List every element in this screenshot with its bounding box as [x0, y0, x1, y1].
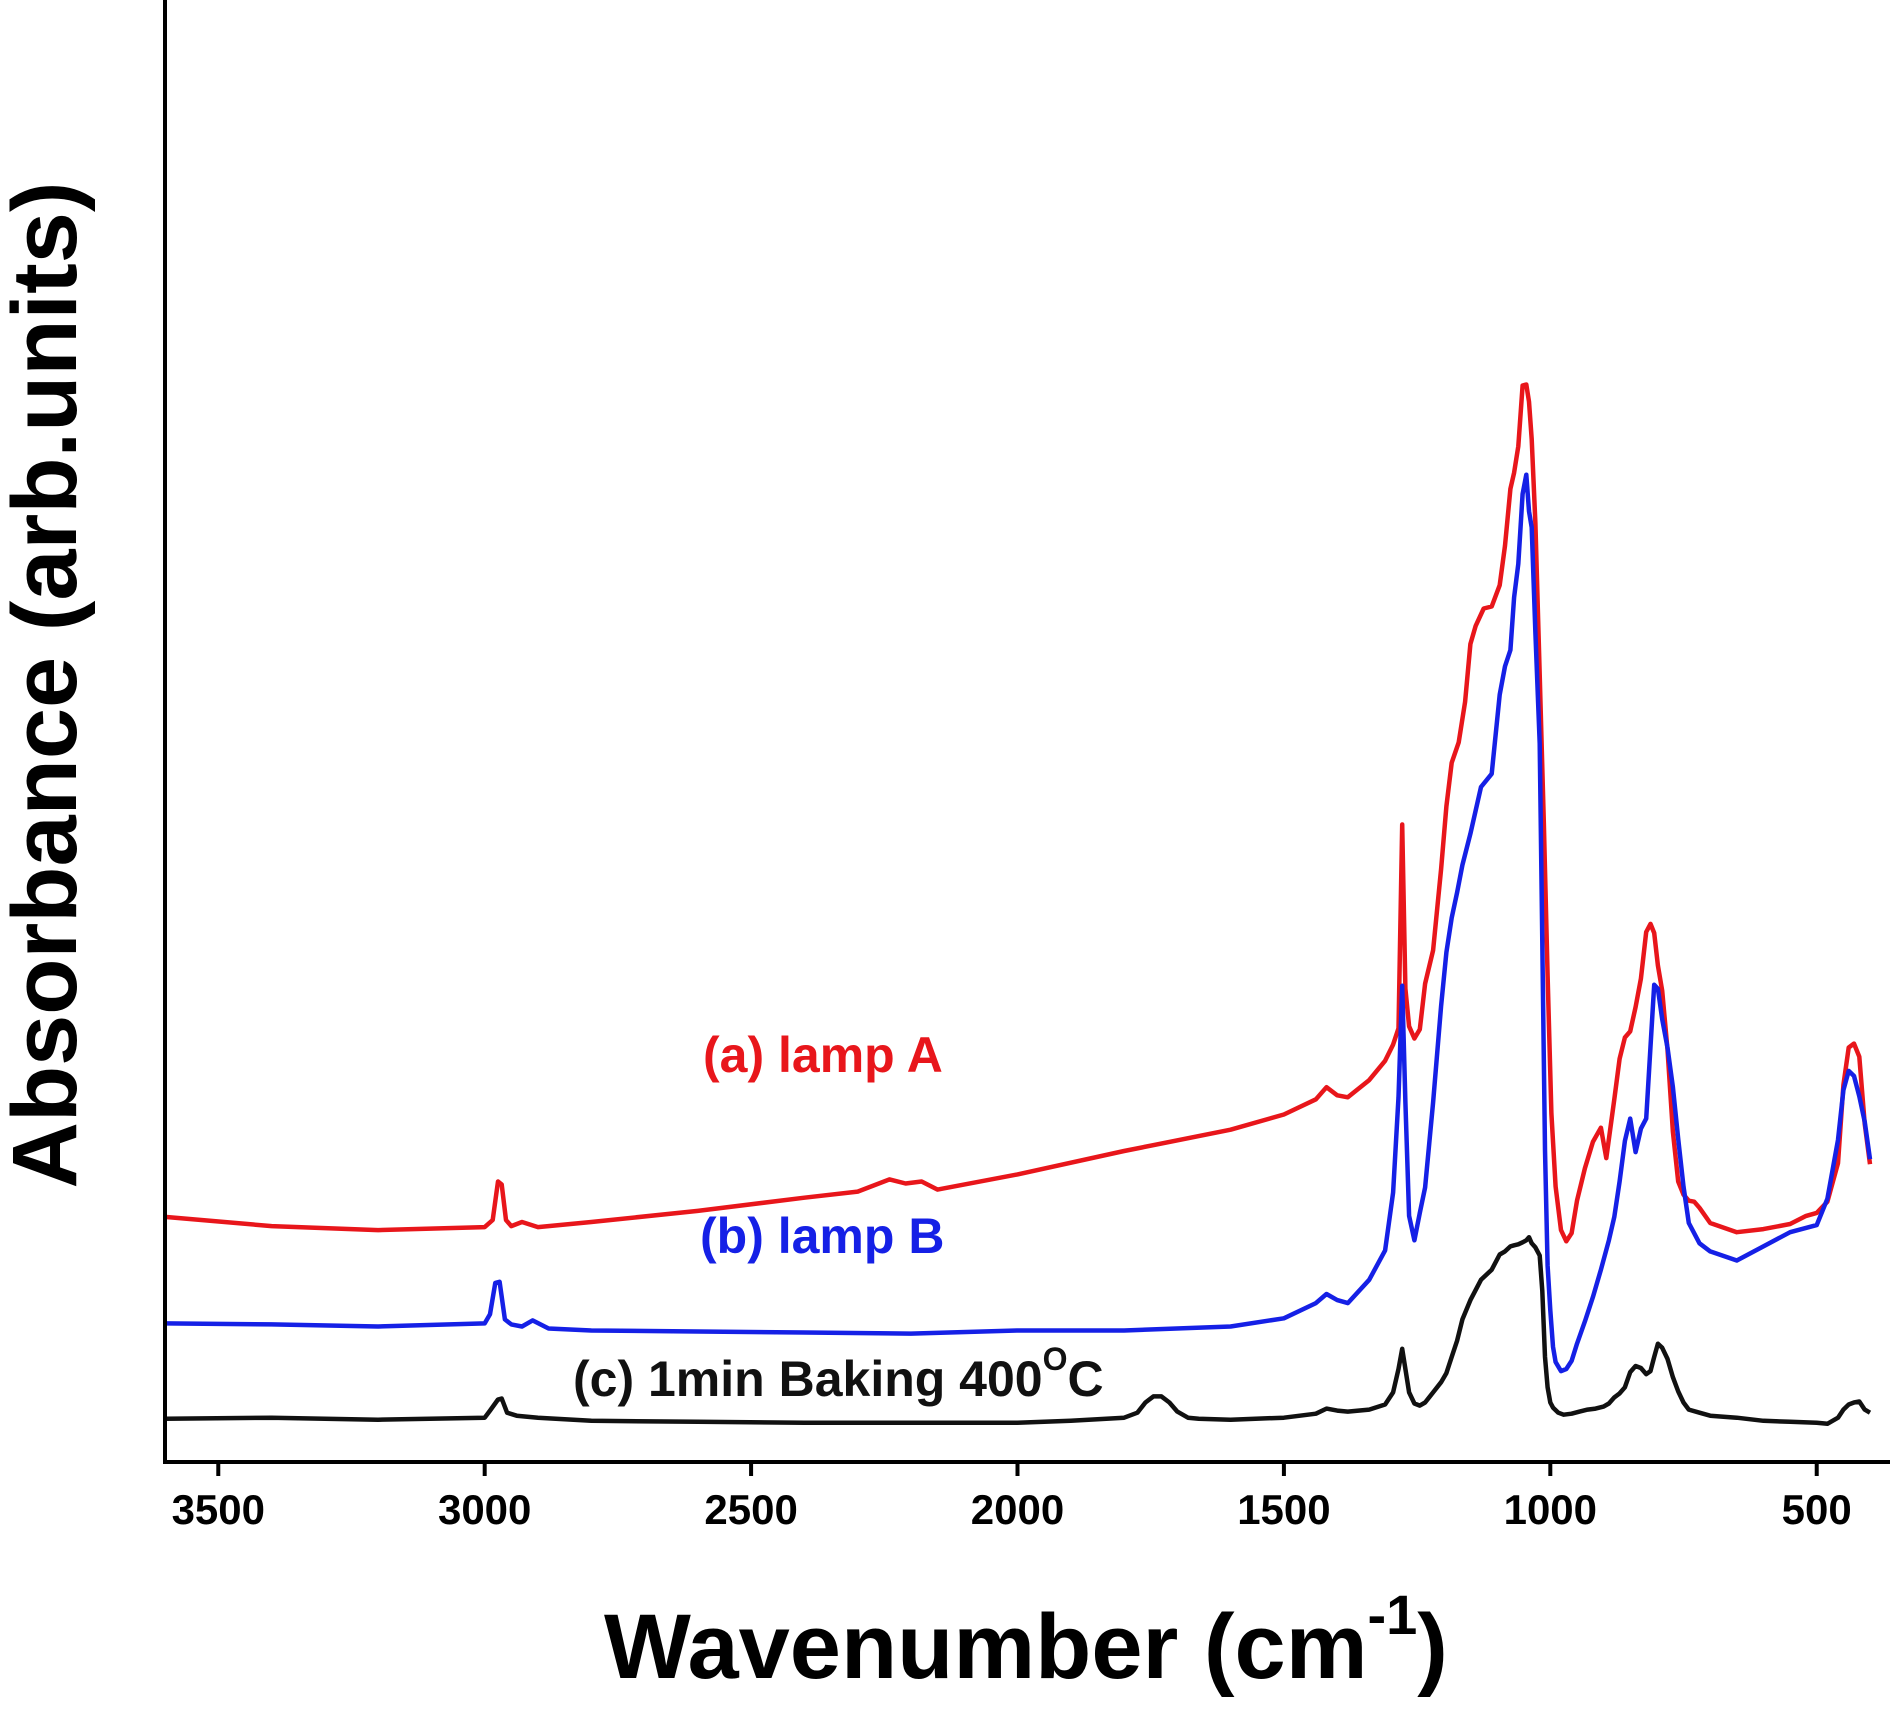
series-label-baking: (c) 1min Baking 400OC [573, 1341, 1104, 1407]
series-label-lamp-a: (a) lamp A [703, 1027, 943, 1083]
series-line-lamp-a [164, 382, 1873, 1244]
ticks-layer: 3500 3000 2500 2000 1500 1000 500 [172, 1462, 1852, 1533]
axes-layer [163, 0, 1890, 1464]
x-axis-title-main: Wavenumber (cm [604, 1596, 1367, 1698]
x-axis-title: Wavenumber (cm-1) [604, 1583, 1448, 1698]
series-label-baking-main: (c) 1min Baking 400 [573, 1351, 1043, 1407]
x-tick-label-500: 500 [1782, 1486, 1852, 1533]
series-label-lamp-b: (b) lamp B [700, 1208, 944, 1264]
x-tick-label-2500: 2500 [704, 1486, 797, 1533]
x-axis-title-superscript: -1 [1368, 1583, 1418, 1646]
x-axis-title-end: ) [1417, 1596, 1448, 1698]
series-line-lamp-b [164, 472, 1873, 1374]
x-tick-label-3000: 3000 [438, 1486, 531, 1533]
x-tick-label-3500: 3500 [172, 1486, 265, 1533]
series-line-baking [164, 1234, 1872, 1427]
series-label-baking-superscript: O [1043, 1341, 1068, 1377]
series-layer [164, 382, 1873, 1427]
x-tick-label-1000: 1000 [1504, 1486, 1597, 1533]
series-label-baking-end: C [1068, 1351, 1104, 1407]
x-tick-label-1500: 1500 [1237, 1486, 1330, 1533]
x-tick-label-2000: 2000 [971, 1486, 1064, 1533]
y-axis-title: Absorbance (arb.units) [0, 181, 96, 1188]
